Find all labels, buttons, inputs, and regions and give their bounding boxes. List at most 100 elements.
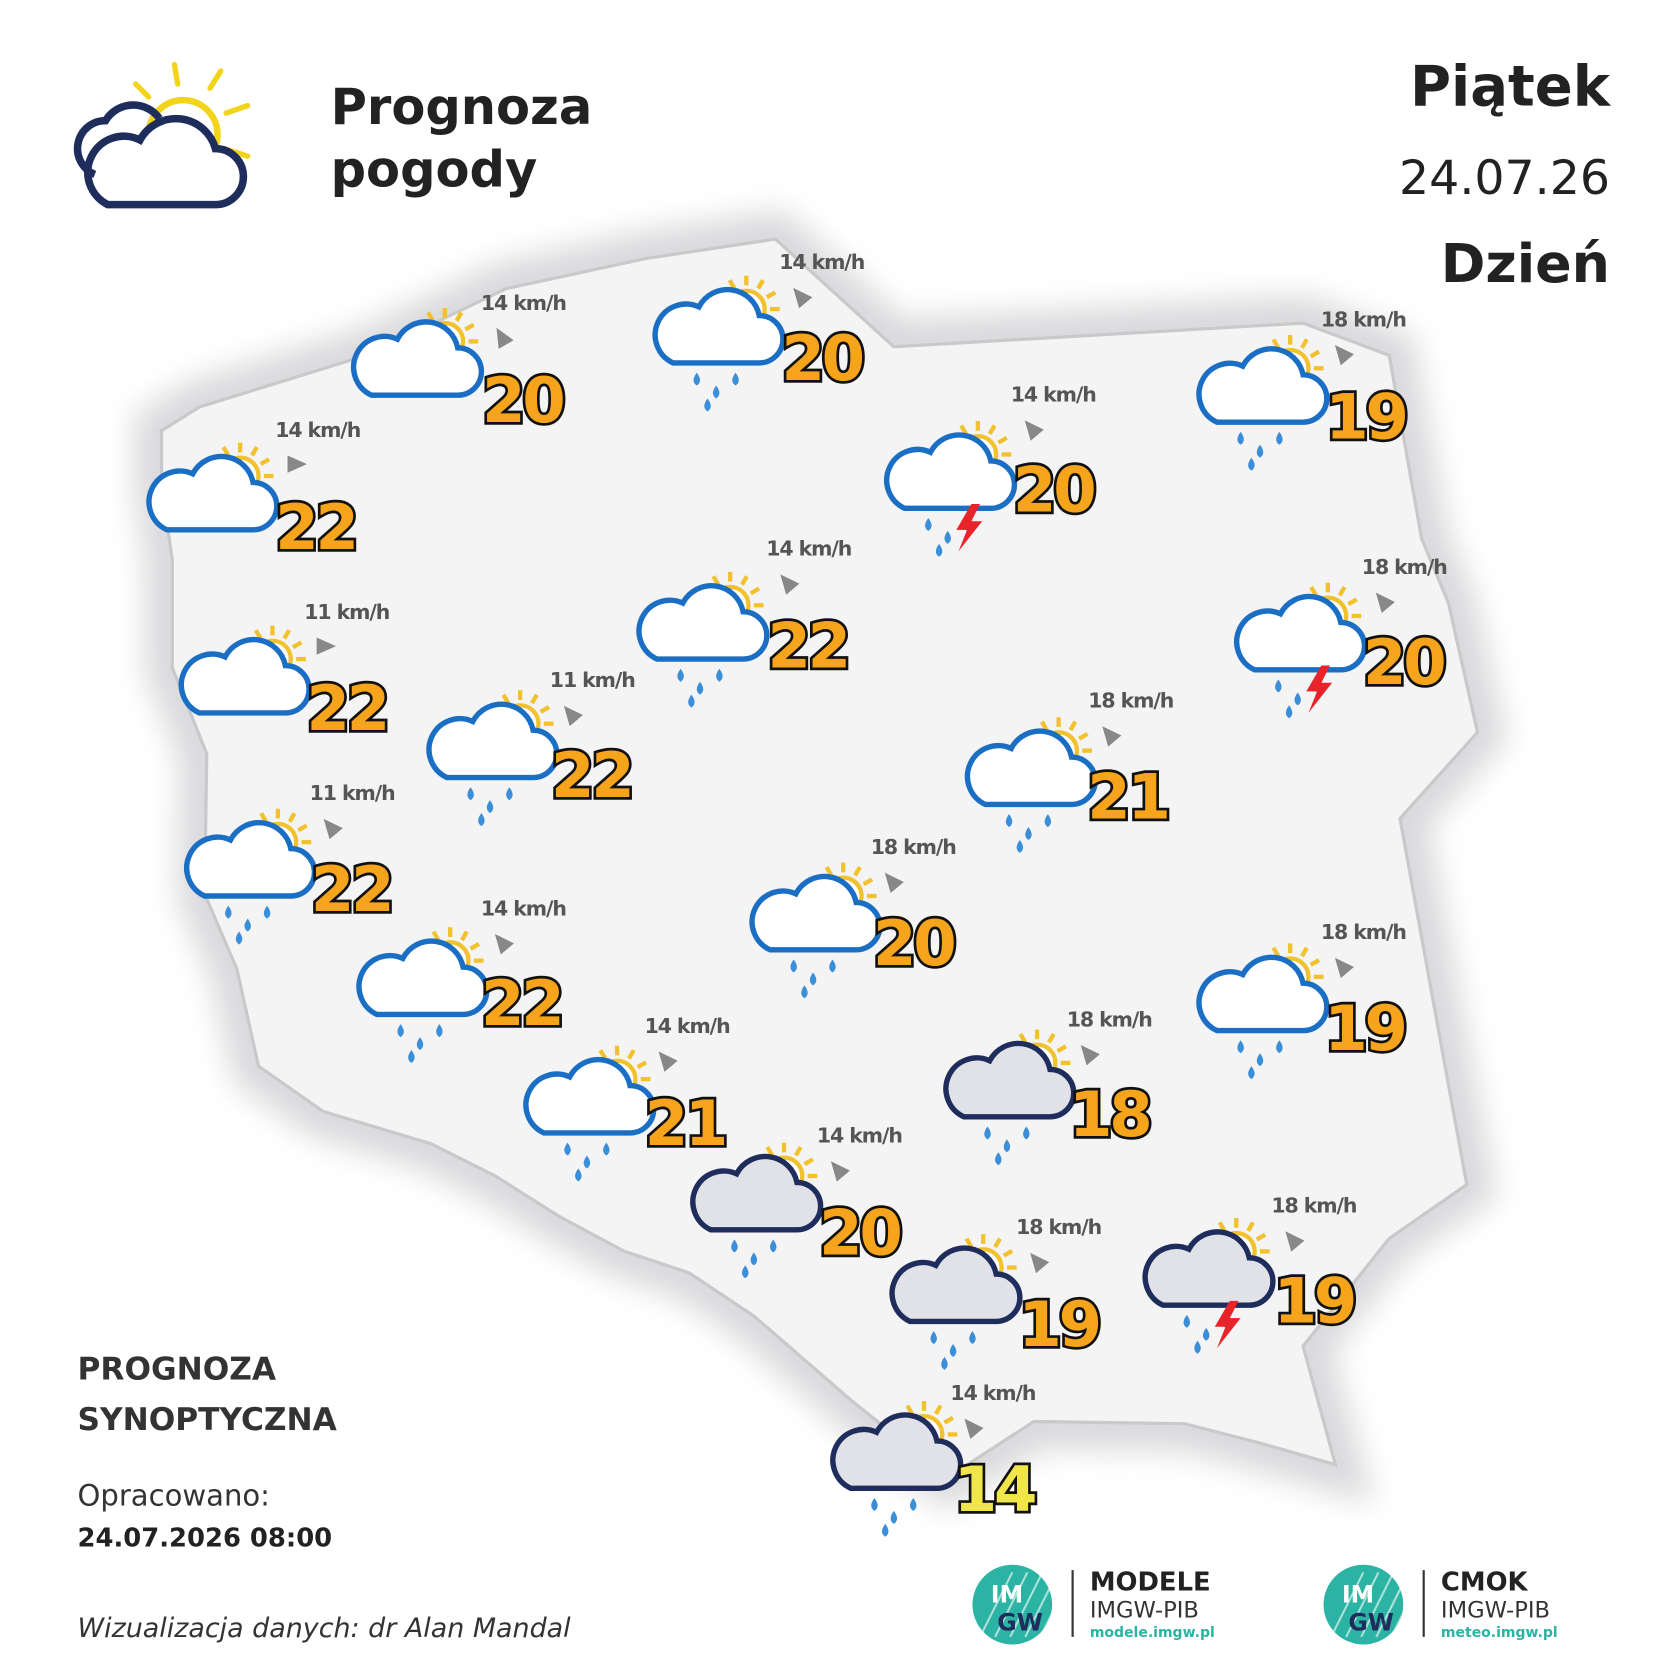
wind-speed: 14 km/h bbox=[950, 1381, 1035, 1405]
temperature: 20 bbox=[1013, 454, 1094, 527]
sun-ray bbox=[1300, 338, 1309, 349]
wind-speed: 18 km/h bbox=[1362, 555, 1447, 579]
sun-ray bbox=[1255, 1232, 1267, 1242]
forecast-kind: SYNOPTYCZNA bbox=[78, 1402, 338, 1438]
wind-speed: 18 km/h bbox=[1271, 1194, 1356, 1218]
wind-arrow bbox=[316, 637, 336, 655]
sun-ray bbox=[1068, 720, 1078, 732]
logo-org: IMGW-PIB bbox=[1090, 1598, 1199, 1624]
rain-drop bbox=[564, 1142, 571, 1156]
rain-drop bbox=[1285, 705, 1293, 719]
sun-ray bbox=[1347, 597, 1358, 607]
sun-ray bbox=[1271, 946, 1281, 958]
rain-drop bbox=[506, 787, 513, 801]
wind-arrow bbox=[1102, 726, 1122, 747]
wind-speed: 14 km/h bbox=[1011, 383, 1096, 407]
rain-drop bbox=[478, 813, 485, 826]
cloud bbox=[652, 286, 786, 366]
wind-arrow bbox=[830, 1161, 850, 1182]
forecast-points: 20 14 km/h 20 14 km/h 22 14 km/h 19 18 km/h 20 14… bbox=[146, 250, 1450, 1537]
cloud bbox=[350, 319, 484, 398]
cloud bbox=[690, 1153, 824, 1233]
rain-drop bbox=[408, 1050, 415, 1063]
wind-arrow bbox=[1080, 1044, 1100, 1066]
sun-ray bbox=[464, 322, 475, 332]
wind-speed: 14 km/h bbox=[817, 1124, 902, 1148]
logo-name: CMOK bbox=[1441, 1568, 1529, 1598]
rain-drop bbox=[225, 905, 232, 919]
title: Prognoza bbox=[331, 78, 593, 136]
temperature: 22 bbox=[551, 739, 631, 812]
sun-ray bbox=[993, 1237, 1002, 1249]
sun-ray bbox=[1056, 1044, 1068, 1053]
weather-icon bbox=[636, 571, 770, 708]
logo-stripe bbox=[1009, 1571, 1044, 1638]
rain-drop bbox=[882, 1523, 889, 1537]
logo-stripe bbox=[1345, 1571, 1380, 1638]
rain-drop bbox=[1276, 431, 1283, 445]
rain-drop bbox=[712, 385, 720, 399]
wind-arrow bbox=[1024, 420, 1044, 441]
rain-drop bbox=[1044, 814, 1052, 828]
credit: Wizualizacja danych: dr Alan Mandal bbox=[78, 1613, 572, 1644]
lightning bbox=[1214, 1300, 1241, 1349]
rain-drop bbox=[930, 1331, 937, 1344]
wind-speed: 14 km/h bbox=[645, 1014, 730, 1038]
sun-ray bbox=[636, 1060, 648, 1070]
wind-speed: 11 km/h bbox=[310, 781, 395, 805]
weather-icon bbox=[964, 717, 1098, 853]
wind-speed: 11 km/h bbox=[550, 668, 635, 692]
rain-drop bbox=[716, 668, 723, 682]
temperature: 22 bbox=[481, 967, 561, 1040]
rain-drop bbox=[603, 1142, 610, 1156]
sun-ray bbox=[501, 693, 511, 705]
temperature: 22 bbox=[311, 853, 391, 926]
temperature: 19 bbox=[1325, 380, 1405, 453]
logo-stripe bbox=[1024, 1571, 1059, 1638]
weather-icon bbox=[943, 1029, 1077, 1166]
weather-icon bbox=[356, 927, 490, 1063]
sun-ray bbox=[803, 1157, 814, 1167]
weather-icon bbox=[1196, 334, 1330, 471]
rain-drop bbox=[770, 1239, 777, 1253]
rain-drop bbox=[397, 1024, 404, 1038]
logo-org: IMGW-PIB bbox=[1441, 1598, 1550, 1624]
temperature: 21 bbox=[1087, 760, 1167, 833]
wind-speed: 14 km/h bbox=[766, 537, 851, 561]
rain-drop bbox=[467, 787, 474, 801]
weather-icon bbox=[830, 1401, 964, 1537]
sun-ray bbox=[756, 279, 765, 290]
cloud bbox=[749, 873, 883, 953]
rain-drop bbox=[801, 985, 808, 999]
country bbox=[159, 237, 1480, 1480]
sun-ray bbox=[964, 1237, 974, 1249]
cloud bbox=[943, 1040, 1077, 1120]
weather-icon bbox=[146, 442, 280, 533]
sun-ray bbox=[1271, 338, 1281, 349]
wind-speed: 14 km/h bbox=[481, 896, 566, 920]
wind-speed: 11 km/h bbox=[304, 600, 389, 624]
sun-ray bbox=[627, 1049, 636, 1060]
rain-drop bbox=[944, 530, 951, 544]
sun-ray bbox=[259, 457, 271, 467]
cloud bbox=[1234, 593, 1368, 673]
rain-drop bbox=[704, 398, 711, 412]
temperature: 20 bbox=[781, 322, 862, 395]
logo-mark: IM bbox=[1342, 1580, 1374, 1608]
wind-speed: 18 km/h bbox=[1016, 1215, 1101, 1239]
rain-drop bbox=[750, 1252, 758, 1266]
cloud bbox=[356, 938, 490, 1018]
sun-ray bbox=[711, 575, 721, 586]
temperature: 22 bbox=[767, 610, 847, 683]
sun-ray bbox=[740, 575, 749, 586]
wind-arrow bbox=[964, 1418, 984, 1440]
wind-arrow bbox=[780, 574, 800, 595]
rain-drop bbox=[1275, 679, 1282, 693]
sun-ray bbox=[765, 1146, 775, 1157]
sun-ray bbox=[1309, 958, 1321, 967]
rain-drop bbox=[731, 1239, 738, 1253]
rain-drop bbox=[1248, 457, 1255, 471]
sun-ray bbox=[282, 629, 292, 640]
